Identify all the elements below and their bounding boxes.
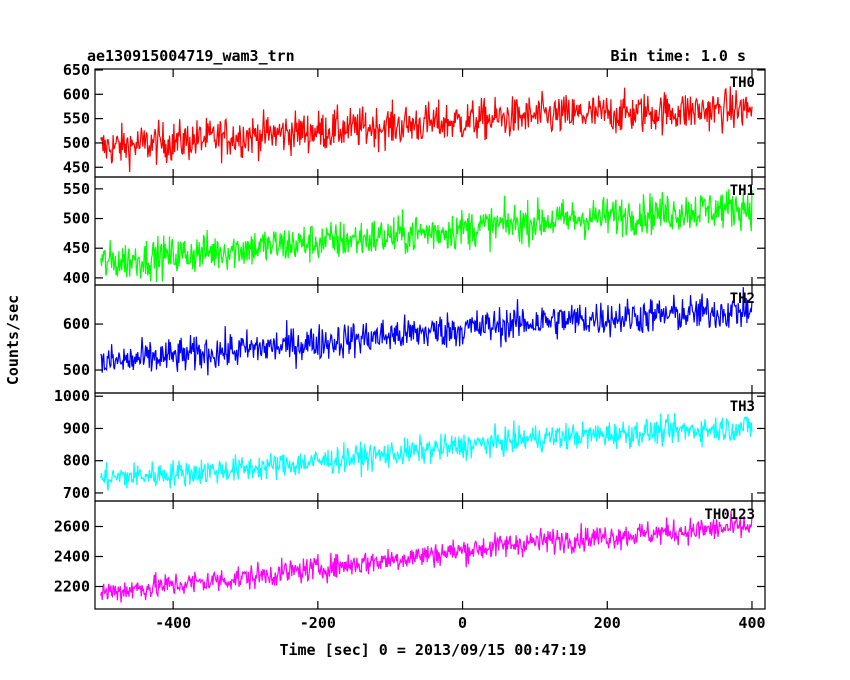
x-tick-label: -200 [300, 614, 336, 632]
y-tick-label: 400 [63, 269, 90, 287]
panel-frame [94, 284, 766, 394]
series-line-th3 [100, 413, 753, 491]
panel-label-th0123: TH0123 [704, 507, 755, 523]
y-tick-label: 650 [63, 61, 90, 79]
series-line-th0 [100, 86, 753, 173]
y-tick-label: 500 [63, 361, 90, 379]
chart-title: ae130915004719_wam3_trn [87, 47, 295, 65]
x-tick-label: 200 [594, 614, 621, 632]
panel-label-th0: TH0 [730, 75, 755, 91]
y-tick-label: 450 [63, 239, 90, 257]
panel-label-th3: TH3 [730, 399, 755, 415]
y-tick-label: 2200 [54, 578, 90, 596]
y-tick-label: 800 [63, 452, 90, 470]
y-tick-label: 550 [63, 110, 90, 128]
y-tick-label: 900 [63, 419, 90, 437]
y-tick-label: 600 [63, 85, 90, 103]
x-axis-label: Time [sec] 0 = 2013/09/15 00:47:19 [279, 641, 586, 659]
x-tick-label: 0 [458, 614, 467, 632]
y-tick-label: 500 [63, 134, 90, 152]
y-tick-label: 500 [63, 210, 90, 228]
bin-time-label: Bin time: 1.0 s [611, 47, 746, 65]
y-tick-label: 1000 [54, 387, 90, 405]
y-tick-label: 550 [63, 180, 90, 198]
y-tick-label: 2600 [54, 518, 90, 536]
y-tick-label: 2400 [54, 548, 90, 566]
panel-label-th2: TH2 [730, 291, 755, 307]
panel-label-th1: TH1 [730, 183, 755, 199]
panels-group: 450 500 550 600 650 TH0 400 450 500 550 TH1 500 600 T… [54, 61, 766, 632]
series-line-th1 [100, 189, 753, 283]
series-line-th0123 [100, 510, 753, 603]
panel-frame [94, 500, 766, 610]
series-line-th2 [100, 287, 753, 376]
x-tick-label: 400 [738, 614, 765, 632]
x-tick-label: -400 [155, 614, 191, 632]
y-tick-label: 450 [63, 158, 90, 176]
y-axis-label: Counts/sec [4, 295, 22, 385]
y-tick-label: 600 [63, 315, 90, 333]
y-tick-label: 700 [63, 484, 90, 502]
